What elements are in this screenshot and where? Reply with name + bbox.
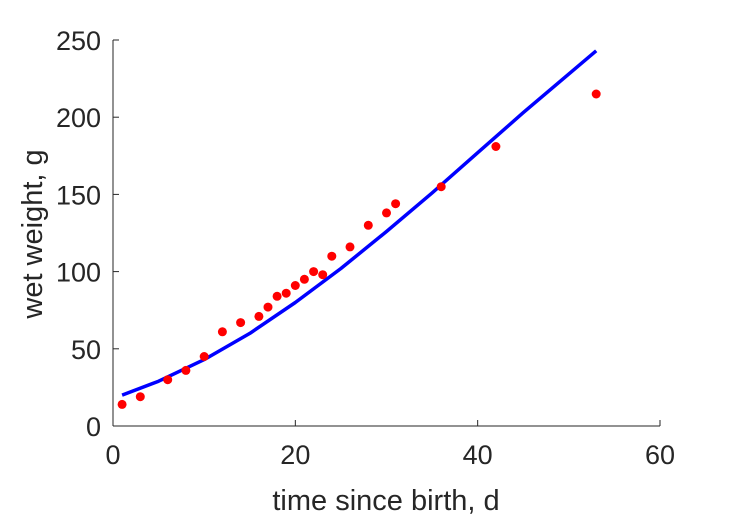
data-point xyxy=(327,251,337,261)
data-point xyxy=(591,89,601,99)
data-point xyxy=(117,399,127,409)
data-point xyxy=(299,274,309,284)
data-point xyxy=(309,267,319,277)
data-point xyxy=(345,242,355,252)
x-tick-label: 0 xyxy=(105,440,120,470)
data-point xyxy=(391,199,401,209)
data-point xyxy=(163,375,173,385)
y-tick-label: 0 xyxy=(86,412,101,442)
fit-curve-line xyxy=(121,49,598,397)
y-tick-label: 50 xyxy=(71,335,101,365)
data-point xyxy=(236,318,246,328)
data-point xyxy=(491,142,501,151)
x-tick-label: 20 xyxy=(280,440,310,470)
data-point xyxy=(436,182,446,192)
data-point xyxy=(281,288,291,298)
data-point xyxy=(254,311,264,321)
x-tick-label: 60 xyxy=(645,440,675,470)
data-point xyxy=(382,208,391,218)
data-point xyxy=(217,327,227,337)
series-layer xyxy=(117,49,601,409)
data-point xyxy=(363,220,373,230)
y-axis-label: wet weight, g xyxy=(17,149,49,319)
data-point xyxy=(181,365,191,375)
y-tick-label: 150 xyxy=(56,180,101,210)
y-tick-label: 200 xyxy=(56,103,101,133)
x-axis-label: time since birth, d xyxy=(272,485,499,517)
data-point xyxy=(199,352,209,361)
data-point xyxy=(263,302,273,312)
data-point xyxy=(135,392,145,402)
data-point xyxy=(272,291,282,301)
y-tick-label: 250 xyxy=(56,26,101,56)
data-point xyxy=(318,270,328,280)
data-point xyxy=(290,281,300,290)
y-tick-label: 100 xyxy=(56,258,101,288)
x-tick-label: 40 xyxy=(463,440,493,470)
axes: 0 20 40 60 0 50 100 150 200 250 xyxy=(56,26,675,470)
